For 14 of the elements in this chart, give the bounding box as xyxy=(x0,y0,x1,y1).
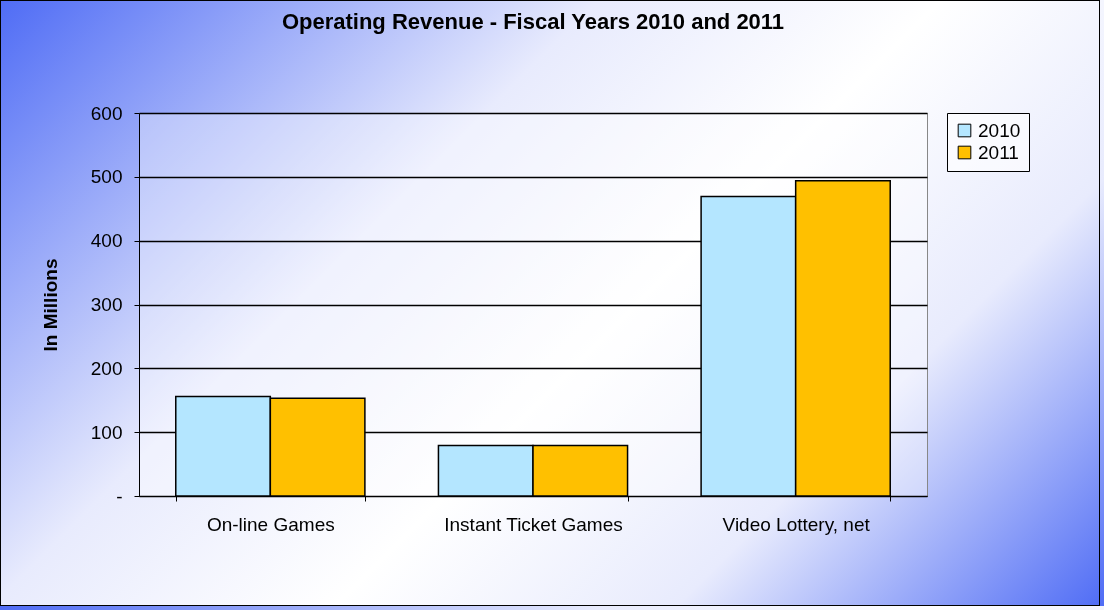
y-tick-label: 200 xyxy=(90,357,123,379)
y-axis-title: In Millions xyxy=(39,258,61,352)
y-tick-label: 500 xyxy=(90,166,123,188)
x-tick-label: Video Lottery, net xyxy=(722,513,871,535)
y-tick-label: 600 xyxy=(90,102,123,124)
chart-title: Operating Revenue - Fiscal Years 2010 and 2011 xyxy=(281,9,785,34)
y-tick-label: 100 xyxy=(90,421,123,443)
legend-label: 2010 xyxy=(978,119,1021,141)
y-tick-label: 400 xyxy=(90,230,123,252)
y-tick-label: 300 xyxy=(90,294,123,315)
legend-label: 2011 xyxy=(978,141,1019,163)
x-tick-label: Instant Ticket Games xyxy=(444,513,623,535)
x-tick-label: On-line Games xyxy=(206,513,335,535)
y-tick-label: - xyxy=(116,485,123,507)
